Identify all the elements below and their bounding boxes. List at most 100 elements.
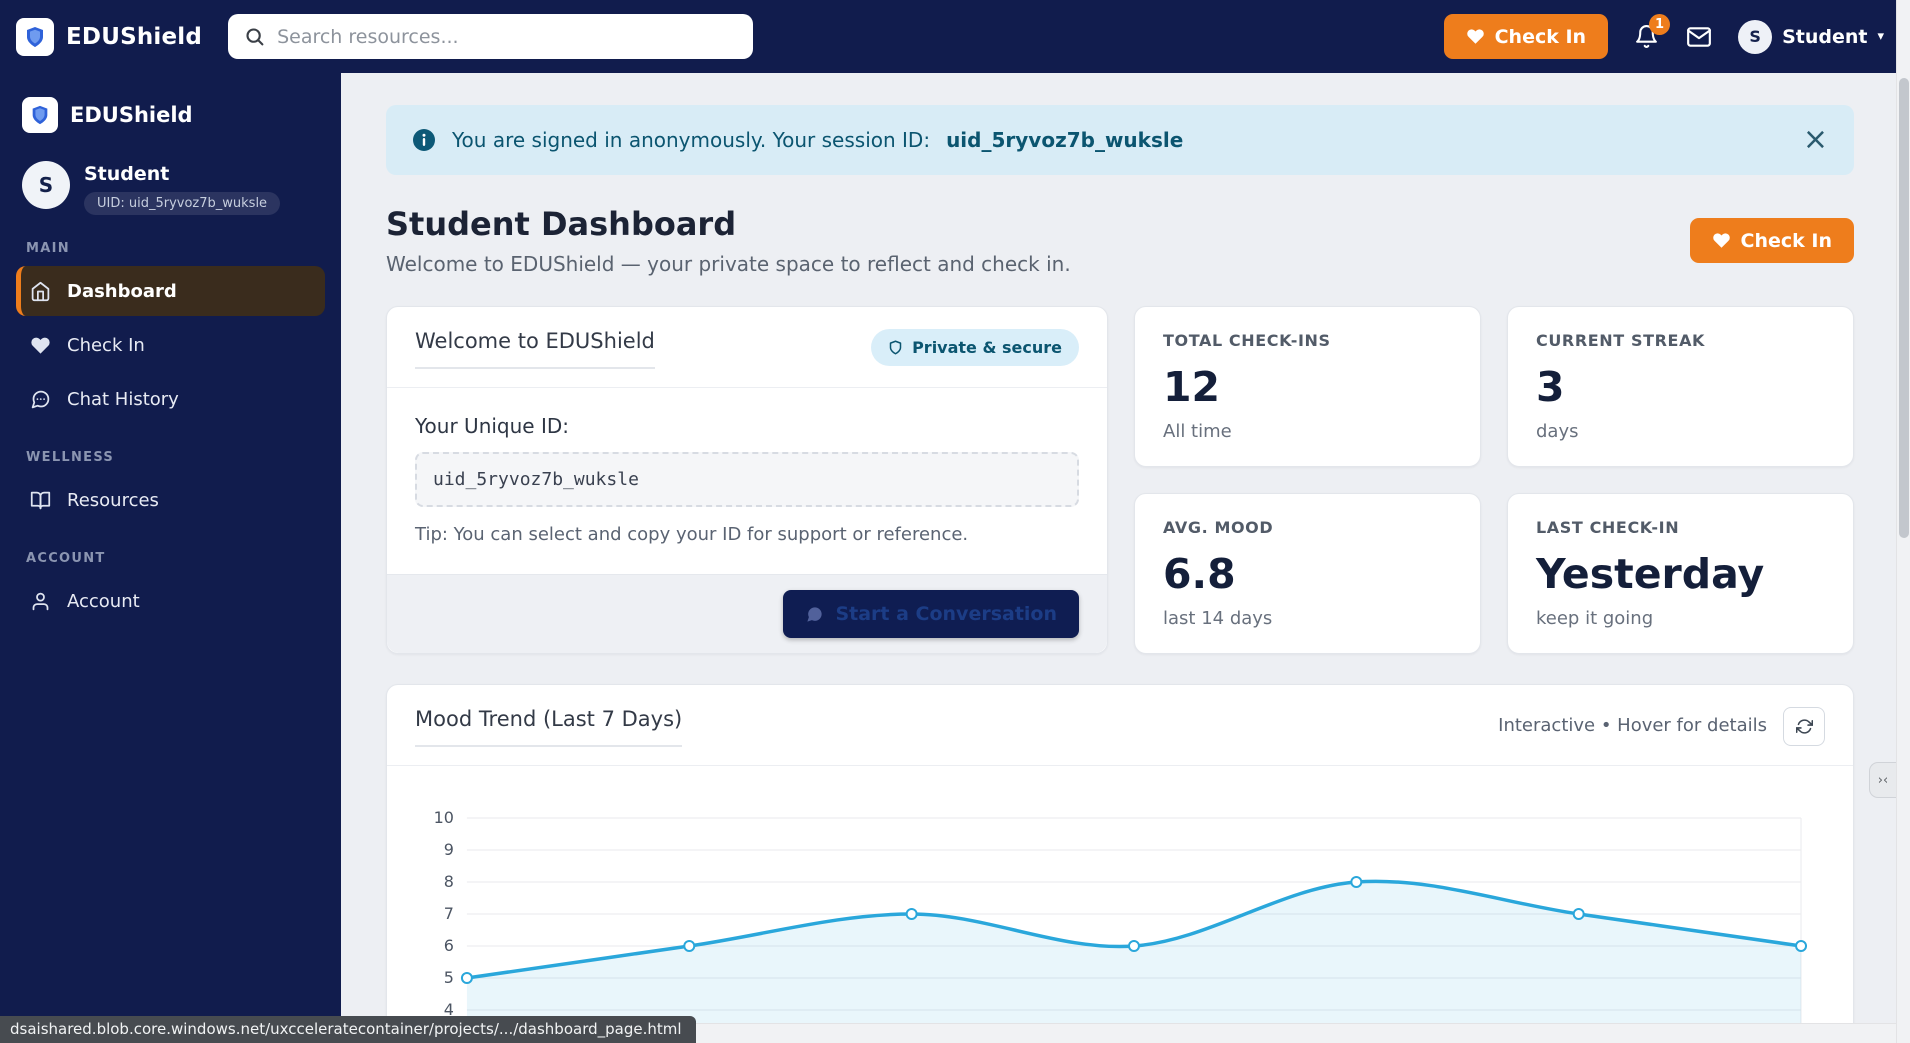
alert-message: You are signed in anonymously. Your sess… bbox=[452, 128, 931, 152]
private-secure-label: Private & secure bbox=[912, 338, 1062, 357]
search-icon bbox=[246, 28, 264, 46]
alert-session-id: uid_5ryvoz7b_wuksle bbox=[946, 128, 1184, 152]
shield-icon bbox=[889, 340, 902, 355]
user-name: Student bbox=[1782, 25, 1868, 48]
svg-text:5: 5 bbox=[444, 968, 454, 987]
private-secure-badge: Private & secure bbox=[871, 329, 1079, 366]
close-icon[interactable]: × bbox=[1802, 122, 1828, 157]
info-icon bbox=[413, 129, 435, 151]
vertical-scrollbar-thumb[interactable] bbox=[1899, 78, 1909, 538]
chart-hint-text: Interactive • Hover for details bbox=[1498, 715, 1767, 736]
uid-value-box[interactable]: uid_5ryvoz7b_wuksle bbox=[415, 452, 1079, 507]
session-alert: You are signed in anonymously. Your sess… bbox=[386, 105, 1854, 175]
edushield-logo-icon bbox=[22, 97, 58, 133]
stat-label: CURRENT STREAK bbox=[1536, 331, 1706, 350]
side-panel-handle[interactable]: ›‹ bbox=[1869, 762, 1896, 798]
vertical-scrollbar[interactable] bbox=[1896, 0, 1910, 1043]
home-icon bbox=[31, 281, 50, 301]
welcome-card: Welcome to EDUShield Private & secure Yo… bbox=[386, 306, 1108, 654]
svg-text:4: 4 bbox=[444, 1000, 454, 1019]
page-checkin-button[interactable]: Check In bbox=[1689, 218, 1854, 263]
chat-icon bbox=[31, 390, 50, 408]
notifications-button[interactable]: 1 bbox=[1634, 13, 1671, 50]
mood-trend-header: Mood Trend (Last 7 Days) Interactive • H… bbox=[387, 685, 1853, 766]
sidebar-brand: EDUShield bbox=[0, 97, 341, 133]
stat-subtext: days bbox=[1536, 421, 1579, 442]
stat-subtext: last 14 days bbox=[1163, 608, 1273, 629]
sidebar: EDUShield S Student UID: uid_5ryvoz7b_wu… bbox=[0, 73, 341, 1043]
welcome-card-title: Welcome to EDUShield bbox=[415, 329, 655, 369]
heart-icon bbox=[31, 337, 50, 354]
edushield-logo-icon bbox=[16, 17, 54, 56]
welcome-card-header: Welcome to EDUShield Private & secure bbox=[387, 307, 1107, 388]
search-input[interactable] bbox=[277, 25, 744, 48]
stat-label: TOTAL CHECK-INS bbox=[1163, 331, 1331, 350]
notification-badge: 1 bbox=[1649, 13, 1671, 35]
section-label-account: ACCOUNT bbox=[26, 551, 106, 566]
start-conversation-label: Start a Conversation bbox=[835, 603, 1057, 625]
sidebar-user: S Student UID: uid_5ryvoz7b_wuksle bbox=[0, 161, 341, 215]
section-label-main: MAIN bbox=[26, 241, 70, 256]
stat-label: AVG. MOOD bbox=[1163, 518, 1274, 537]
sidebar-uid-badge: UID: uid_5ryvoz7b_wuksle bbox=[84, 192, 281, 215]
svg-text:6: 6 bbox=[444, 936, 454, 955]
mood-trend-title: Mood Trend (Last 7 Days) bbox=[415, 707, 683, 747]
mood-line-chart: 10 9 8 7 6 5 4 bbox=[434, 808, 1808, 1043]
welcome-card-footer: Start a Conversation bbox=[387, 574, 1107, 653]
stat-card-current-streak: CURRENT STREAK 3 days bbox=[1507, 306, 1854, 467]
stat-value: 6.8 bbox=[1163, 550, 1236, 598]
refresh-chart-button[interactable] bbox=[1783, 707, 1825, 746]
chat-icon bbox=[807, 606, 823, 622]
sidebar-item-dashboard[interactable]: Dashboard bbox=[16, 266, 325, 316]
sidebar-item-account[interactable]: Account bbox=[16, 576, 325, 626]
stat-subtext: All time bbox=[1163, 421, 1232, 442]
stat-card-avg-mood: AVG. MOOD 6.8 last 14 days bbox=[1134, 493, 1481, 654]
mood-trend-chart[interactable]: 10 9 8 7 6 5 4 bbox=[387, 766, 1853, 1043]
brand-name: EDUShield bbox=[66, 23, 203, 50]
user-avatar: S bbox=[1738, 19, 1773, 54]
section-label-wellness: WELLNESS bbox=[26, 450, 115, 465]
sidebar-brand-name: EDUShield bbox=[70, 103, 193, 127]
envelope-icon bbox=[1687, 26, 1711, 47]
search-box[interactable] bbox=[228, 14, 754, 59]
page-checkin-label: Check In bbox=[1740, 229, 1832, 252]
stat-subtext: keep it going bbox=[1536, 608, 1654, 629]
chevron-down-icon: ▾ bbox=[1877, 29, 1884, 44]
stat-value: 3 bbox=[1536, 363, 1565, 411]
refresh-icon bbox=[1795, 719, 1813, 734]
sidebar-avatar: S bbox=[22, 161, 70, 209]
sidebar-item-label: Dashboard bbox=[67, 280, 177, 302]
sidebar-item-resources[interactable]: Resources bbox=[16, 475, 325, 525]
main-content: You are signed in anonymously. Your sess… bbox=[341, 73, 1910, 1043]
heart-icon bbox=[1466, 29, 1484, 44]
start-conversation-button[interactable]: Start a Conversation bbox=[783, 590, 1079, 638]
navbar-checkin-button[interactable]: Check In bbox=[1443, 14, 1609, 59]
book-icon bbox=[30, 491, 51, 509]
sidebar-user-name: Student bbox=[84, 163, 170, 185]
stats-grid: TOTAL CHECK-INS 12 All time CURRENT STRE… bbox=[1134, 306, 1854, 654]
navbar-brand[interactable]: EDUShield bbox=[16, 17, 203, 56]
sidebar-item-label: Account bbox=[67, 590, 140, 612]
sidebar-item-label: Chat History bbox=[67, 388, 179, 410]
page-subtitle: Welcome to EDUShield — your private spac… bbox=[386, 252, 1071, 276]
navbar-checkin-label: Check In bbox=[1494, 25, 1587, 48]
welcome-card-body: Your Unique ID: uid_5ryvoz7b_wuksle Tip:… bbox=[387, 388, 1107, 569]
svg-text:8: 8 bbox=[444, 872, 454, 891]
sidebar-item-chat-history[interactable]: Chat History bbox=[16, 374, 325, 424]
sidebar-item-label: Resources bbox=[67, 489, 159, 511]
uid-label: Your Unique ID: bbox=[415, 414, 569, 438]
stat-card-last-checkin: LAST CHECK-IN Yesterday keep it going bbox=[1507, 493, 1854, 654]
heart-icon bbox=[1712, 233, 1730, 248]
svg-text:10: 10 bbox=[434, 808, 454, 827]
browser-status-url: dsaishared.blob.core.windows.net/uxccele… bbox=[0, 1016, 696, 1043]
sidebar-item-label: Check In bbox=[67, 334, 145, 356]
person-icon bbox=[32, 592, 49, 610]
cards-row: Welcome to EDUShield Private & secure Yo… bbox=[386, 306, 1854, 654]
top-navbar: EDUShield Check In 1 S Student ▾ bbox=[0, 0, 1910, 73]
user-menu[interactable]: S Student ▾ bbox=[1738, 19, 1884, 54]
svg-text:9: 9 bbox=[444, 840, 454, 859]
bell-icon bbox=[1636, 24, 1657, 48]
sidebar-item-checkin[interactable]: Check In bbox=[16, 320, 325, 370]
messages-button[interactable] bbox=[1686, 24, 1712, 50]
svg-text:7: 7 bbox=[444, 904, 454, 923]
